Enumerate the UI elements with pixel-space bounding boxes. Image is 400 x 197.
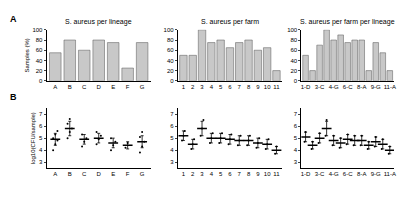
svg-text:E: E xyxy=(111,84,115,90)
svg-text:4: 4 xyxy=(294,147,298,153)
svg-text:7: 7 xyxy=(238,171,242,177)
svg-text:3: 3 xyxy=(200,171,204,177)
svg-text:6: 6 xyxy=(228,84,232,90)
svg-text:S. aureus per lineage: S. aureus per lineage xyxy=(65,18,132,26)
svg-text:Samples (%): Samples (%) xyxy=(24,38,30,72)
svg-text:10: 10 xyxy=(264,84,271,90)
svg-text:E: E xyxy=(111,171,115,177)
svg-text:11: 11 xyxy=(273,171,280,177)
svg-text:9: 9 xyxy=(256,171,260,177)
svg-text:9: 9 xyxy=(256,84,260,90)
svg-text:4: 4 xyxy=(210,171,214,177)
svg-text:60: 60 xyxy=(36,47,43,53)
svg-text:20: 20 xyxy=(167,68,174,74)
svg-text:A: A xyxy=(10,14,17,24)
svg-text:5: 5 xyxy=(294,135,298,141)
svg-text:2: 2 xyxy=(191,84,195,90)
svg-text:20: 20 xyxy=(36,68,43,74)
svg-text:8-A: 8-A xyxy=(357,84,366,90)
svg-text:8-A: 8-A xyxy=(357,171,366,177)
svg-text:1-D: 1-D xyxy=(301,171,311,177)
svg-text:D: D xyxy=(97,84,102,90)
svg-text:0: 0 xyxy=(39,78,43,84)
svg-text:C: C xyxy=(82,84,87,90)
svg-text:11-A: 11-A xyxy=(384,171,396,177)
svg-text:4: 4 xyxy=(210,84,214,90)
svg-text:B: B xyxy=(68,84,72,90)
svg-text:C: C xyxy=(82,171,87,177)
svg-text:40: 40 xyxy=(290,58,297,64)
svg-text:80: 80 xyxy=(290,37,297,43)
svg-text:B: B xyxy=(10,92,17,102)
svg-text:2: 2 xyxy=(191,171,195,177)
svg-text:60: 60 xyxy=(167,47,174,53)
svg-text:20: 20 xyxy=(290,68,297,74)
svg-text:6: 6 xyxy=(170,123,174,129)
svg-text:3-C: 3-C xyxy=(315,84,325,90)
svg-text:3-C: 3-C xyxy=(315,171,325,177)
svg-text:9-G: 9-G xyxy=(371,84,381,90)
svg-text:D: D xyxy=(97,171,102,177)
svg-text:6-C: 6-C xyxy=(343,84,353,90)
svg-text:3: 3 xyxy=(170,159,174,165)
svg-text:A: A xyxy=(53,84,57,90)
svg-text:7: 7 xyxy=(294,111,298,117)
svg-text:7: 7 xyxy=(170,111,174,117)
svg-text:3: 3 xyxy=(294,159,298,165)
svg-text:4: 4 xyxy=(39,147,43,153)
svg-text:F: F xyxy=(126,171,130,177)
svg-text:4: 4 xyxy=(170,147,174,153)
svg-text:6: 6 xyxy=(228,171,232,177)
svg-text:0: 0 xyxy=(294,78,298,84)
svg-text:G: G xyxy=(140,84,145,90)
svg-text:F: F xyxy=(126,84,130,90)
svg-text:40: 40 xyxy=(167,58,174,64)
svg-text:0: 0 xyxy=(170,78,174,84)
svg-text:1: 1 xyxy=(182,84,186,90)
svg-text:100: 100 xyxy=(32,27,43,33)
svg-text:8: 8 xyxy=(247,84,251,90)
svg-text:60: 60 xyxy=(290,47,297,53)
svg-text:100: 100 xyxy=(164,27,175,33)
svg-text:4-G: 4-G xyxy=(329,84,339,90)
svg-text:5: 5 xyxy=(219,84,223,90)
svg-text:B: B xyxy=(68,171,72,177)
svg-text:S. aureus per farm: S. aureus per farm xyxy=(201,18,259,26)
svg-text:9-G: 9-G xyxy=(371,171,381,177)
svg-text:S. aureus per farm per lineage: S. aureus per farm per lineage xyxy=(300,18,395,26)
svg-text:5: 5 xyxy=(170,135,174,141)
svg-text:log10(CFU/sample): log10(CFU/sample) xyxy=(30,112,36,164)
svg-text:4-G: 4-G xyxy=(329,171,339,177)
svg-text:3: 3 xyxy=(200,84,204,90)
svg-text:80: 80 xyxy=(167,37,174,43)
svg-text:7: 7 xyxy=(39,111,43,117)
svg-text:11: 11 xyxy=(273,84,280,90)
svg-text:3: 3 xyxy=(39,159,43,165)
svg-text:6: 6 xyxy=(294,123,298,129)
svg-text:40: 40 xyxy=(36,58,43,64)
svg-text:6-C: 6-C xyxy=(343,171,353,177)
svg-text:G: G xyxy=(140,171,145,177)
svg-text:5: 5 xyxy=(219,171,223,177)
svg-text:1: 1 xyxy=(182,171,186,177)
svg-text:1-D: 1-D xyxy=(301,84,311,90)
svg-text:10: 10 xyxy=(264,171,271,177)
svg-text:8: 8 xyxy=(247,171,251,177)
svg-text:80: 80 xyxy=(36,37,43,43)
svg-text:A: A xyxy=(53,171,57,177)
svg-text:5: 5 xyxy=(39,135,43,141)
svg-text:6: 6 xyxy=(39,123,43,129)
svg-text:100: 100 xyxy=(287,27,298,33)
svg-text:7: 7 xyxy=(238,84,242,90)
svg-text:11-A: 11-A xyxy=(384,84,396,90)
